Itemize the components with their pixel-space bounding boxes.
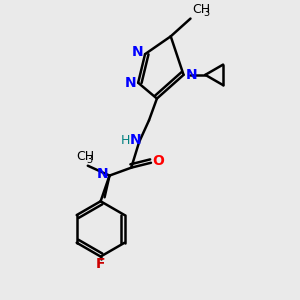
Text: O: O [152,154,164,168]
Text: N: N [131,45,143,59]
Text: N: N [129,133,141,147]
Text: 3: 3 [203,8,209,18]
Text: H: H [121,134,130,146]
Text: N: N [97,167,108,181]
Text: N: N [124,76,136,90]
Text: F: F [96,257,105,272]
Text: CH: CH [193,3,211,16]
Text: N: N [186,68,197,82]
Text: 3: 3 [87,155,93,165]
Text: CH: CH [76,150,94,163]
